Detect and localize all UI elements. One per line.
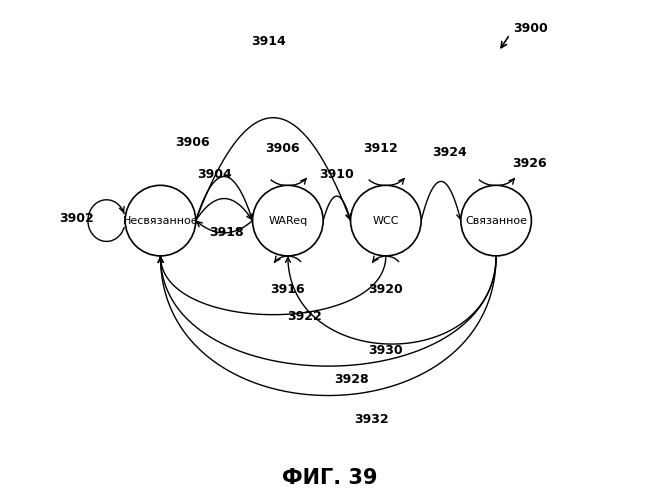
Text: 3902: 3902: [59, 212, 94, 224]
Text: ФИГ. 39: ФИГ. 39: [282, 468, 377, 488]
Text: Несвязанное: Несвязанное: [123, 216, 198, 226]
Text: 3900: 3900: [513, 22, 548, 35]
Text: 3906: 3906: [266, 142, 301, 155]
Circle shape: [125, 186, 196, 256]
Text: 3912: 3912: [364, 142, 398, 155]
Text: 3922: 3922: [287, 310, 322, 322]
Text: 3932: 3932: [354, 412, 388, 426]
Text: 3916: 3916: [271, 282, 305, 296]
Text: 3930: 3930: [368, 344, 403, 357]
Text: 3904: 3904: [197, 168, 232, 180]
Text: WCC: WCC: [372, 216, 399, 226]
Text: 3926: 3926: [512, 157, 547, 170]
Text: 3928: 3928: [334, 374, 369, 386]
Circle shape: [252, 186, 323, 256]
Text: 3914: 3914: [251, 35, 285, 48]
Text: 3910: 3910: [320, 168, 355, 180]
Text: 3920: 3920: [368, 282, 403, 296]
Text: WAReq: WAReq: [268, 216, 308, 226]
Text: Связанное: Связанное: [465, 216, 527, 226]
Circle shape: [461, 186, 531, 256]
Text: 3906: 3906: [175, 136, 210, 148]
Circle shape: [351, 186, 421, 256]
Text: 3924: 3924: [432, 146, 467, 158]
Text: 3918: 3918: [210, 226, 244, 239]
